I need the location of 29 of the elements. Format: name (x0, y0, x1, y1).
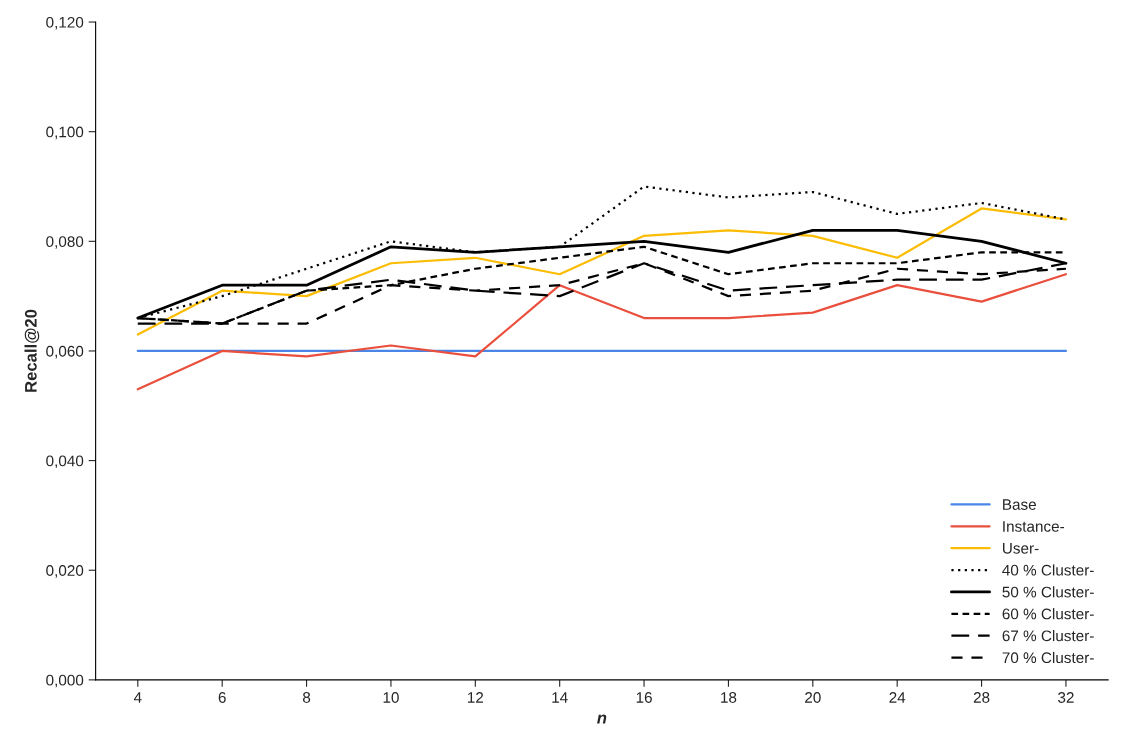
y-tick-label: 0,080 (46, 236, 84, 249)
legend-label: Base (1003, 499, 1036, 510)
x-axis-title: n (597, 714, 607, 724)
x-tick-label: 32 (1058, 692, 1074, 703)
x-tick-label: 18 (721, 692, 737, 703)
legend-label: Instance- (1003, 521, 1064, 532)
x-tick-label: 10 (383, 692, 399, 703)
legend-label: 67 % Cluster- (1002, 630, 1094, 642)
y-tick-label: 0,120 (46, 16, 84, 30)
legend-label: 50 % Cluster- (1002, 586, 1094, 598)
x-tick-label: 14 (552, 692, 568, 703)
y-tick-label: 0,000 (46, 674, 84, 688)
legend-label: 40 % Cluster- (1002, 564, 1094, 576)
x-tick-label: 28 (973, 692, 990, 703)
x-tick-label: 4 (133, 692, 142, 703)
x-tick-label: 24 (889, 692, 906, 703)
x-tick-label: 20 (805, 692, 821, 703)
y-tick-label: 0,060 (46, 345, 84, 359)
y-axis-title: Recall@20 (24, 309, 40, 392)
y-tick-label: 0,020 (46, 565, 84, 578)
y-tick-label: 0,100 (46, 126, 84, 140)
x-tick-label: 6 (218, 692, 226, 703)
x-tick-label: 12 (467, 692, 484, 703)
legend-label: 70 % Cluster- (1002, 651, 1094, 664)
x-tick-label: 8 (302, 692, 311, 703)
y-tick-label: 0,040 (46, 455, 84, 469)
x-tick-label: 16 (636, 692, 652, 703)
legend-label: User- (1003, 543, 1039, 554)
legend-label: 60 % Cluster- (1002, 608, 1094, 620)
